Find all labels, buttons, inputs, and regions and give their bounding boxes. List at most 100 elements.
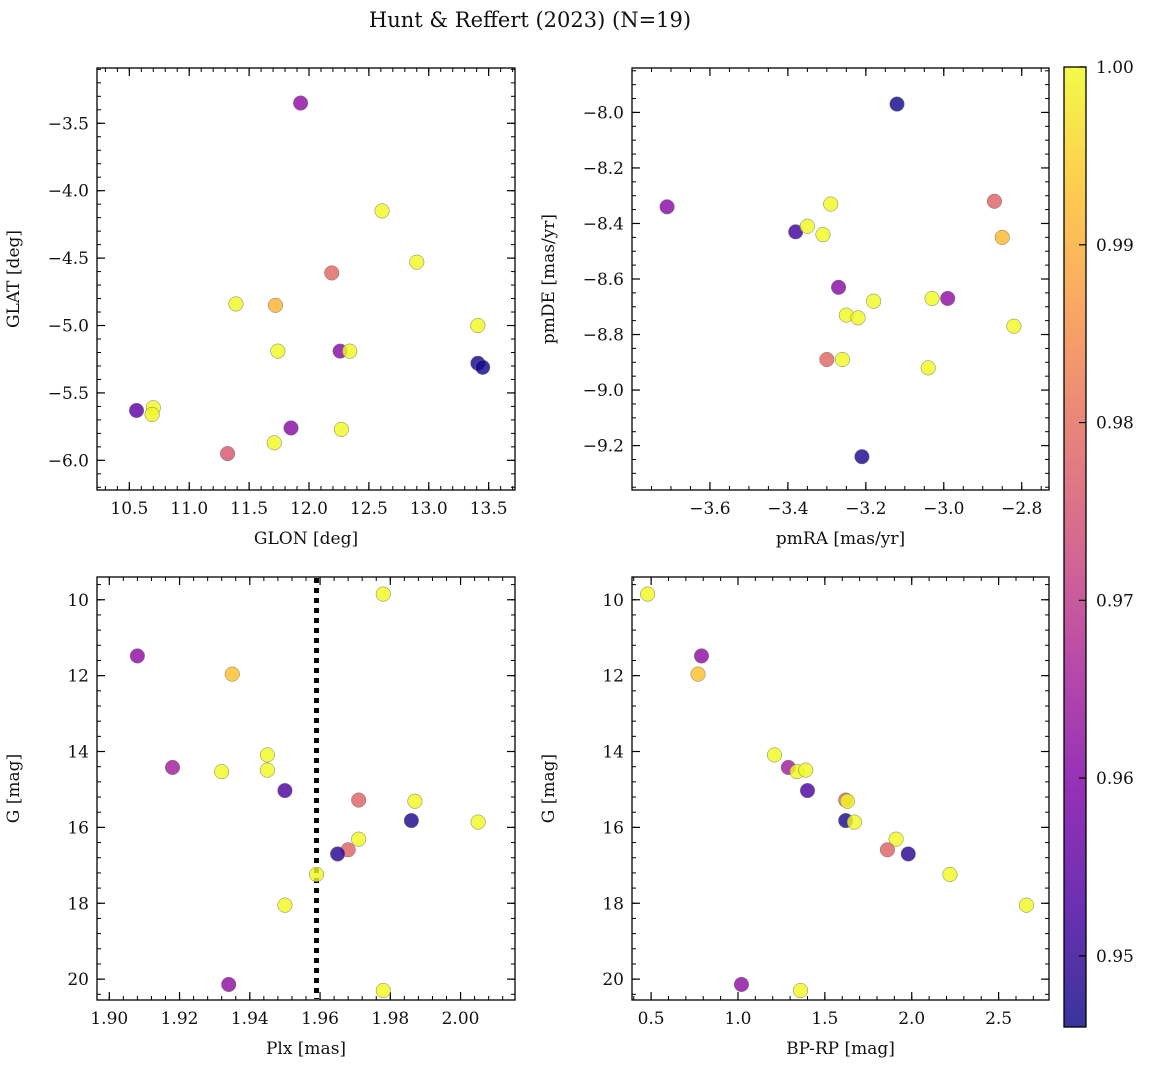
colorbar-tick-label: 0.99 [1096, 236, 1134, 256]
data-point [733, 976, 750, 992]
y-tick-label: −4.0 [48, 182, 89, 202]
x-tick-label: 12.0 [290, 499, 328, 519]
y-tick-label: 10 [67, 591, 89, 611]
x-tick-label: 1.90 [90, 1009, 128, 1029]
x-tick-label: 1.98 [371, 1009, 409, 1029]
data-point [799, 218, 815, 234]
colorbar: 0.95 0.96 0.97 0.98 0.99 1.00 [1063, 58, 1134, 1028]
data-point [834, 351, 850, 368]
data-point [823, 196, 839, 212]
subplot-3: 1.90 1.92 1.94 1.96 1.98 2.00 10 12 14 16 18 20 Plx … [4, 576, 516, 1059]
y-tick-label: −3.5 [48, 114, 89, 134]
major-ticks [632, 577, 1049, 1000]
y-tick-label: 10 [602, 591, 624, 611]
subplot-4: 0.5 1.0 1.5 2.0 2.5 10 12 14 16 18 20 BP-RP [mag] G … [539, 576, 1050, 1059]
figure-title: Hunt & Reffert (2023) (N=19) [369, 8, 691, 32]
colorbar-gradient [1063, 66, 1087, 1028]
data-point [866, 293, 882, 309]
data-point [283, 420, 299, 436]
x-tick-label: 10.5 [110, 499, 148, 519]
subplot-2: −3.6 −3.4 −3.2 −3.0 −2.8 −9.2 −9.0 −8.8 −8.6 −8.4… [539, 67, 1050, 549]
data-point [351, 792, 367, 808]
data-point [228, 296, 244, 312]
data-point [164, 759, 181, 775]
y-tick-label: 12 [602, 667, 624, 687]
y-tick-label: −4.5 [48, 249, 89, 269]
minor-ticks [632, 577, 1049, 1000]
y-axis-label: pmDE [mas/yr] [539, 214, 559, 344]
major-ticks [97, 68, 515, 490]
x-axis-label: pmRA [mas/yr] [776, 529, 905, 549]
data-point [342, 343, 358, 359]
data-point [819, 351, 835, 368]
x-tick-label: −3.4 [767, 499, 808, 519]
y-tick-label: −8.2 [583, 159, 624, 179]
data-point [470, 317, 486, 334]
x-tick-label: 11.5 [230, 499, 268, 519]
axes-frame [631, 576, 1050, 1001]
data-point [475, 359, 491, 375]
data-point [293, 95, 309, 111]
colorbar-tick-label: 0.95 [1096, 947, 1134, 967]
y-tick-label: −6.0 [48, 451, 89, 471]
data-point [850, 310, 866, 326]
x-tick-label: 1.96 [301, 1009, 339, 1029]
x-tick-label: −3.2 [845, 499, 886, 519]
y-tick-label: −5.5 [48, 384, 89, 404]
data-point [324, 265, 340, 281]
data-point [940, 290, 956, 306]
subplot-1: 10.5 11.0 11.5 12.0 12.5 13.0 13.5 −6.0 −5.5 −5.0… [4, 67, 516, 549]
plots: 10.5 11.0 11.5 12.0 12.5 13.0 13.5 −6.0 −5.5 −5.0… [4, 67, 1050, 1059]
data-point [942, 866, 958, 882]
data-point [333, 421, 349, 437]
y-tick-label: −8.0 [583, 103, 624, 123]
x-tick-label: −2.8 [1001, 499, 1042, 519]
data-point [214, 764, 230, 780]
colorbar-tick-label: 0.97 [1096, 591, 1134, 611]
x-tick-label: 1.0 [724, 1009, 751, 1029]
x-tick-label: 2.0 [898, 1009, 925, 1029]
y-axis-label: G [mag] [4, 754, 24, 823]
data-point [375, 982, 391, 999]
y-tick-label: 16 [602, 818, 624, 838]
data-point [994, 229, 1010, 245]
data-point [330, 846, 346, 862]
y-tick-label: 20 [67, 970, 89, 990]
data-point [407, 793, 423, 809]
x-tick-label: 1.5 [811, 1009, 838, 1029]
x-axis-label: Plx [mas] [266, 1039, 346, 1059]
data-point [920, 360, 936, 376]
major-ticks [632, 68, 1049, 490]
data-point [1006, 318, 1022, 334]
data-point [144, 406, 160, 423]
y-tick-label: 20 [602, 970, 624, 990]
data-point [308, 866, 325, 882]
x-tick-label: 13.0 [410, 499, 448, 519]
colorbar-tick-label: 0.96 [1096, 769, 1134, 789]
x-tick-label: 12.5 [350, 499, 388, 519]
data-point [259, 747, 275, 763]
y-axis-label: G [mag] [539, 754, 559, 823]
major-ticks [97, 577, 515, 1000]
x-tick-label: 2.5 [985, 1009, 1012, 1029]
y-tick-label: −9.0 [583, 381, 624, 401]
data-point [270, 343, 286, 359]
x-tick-label: 0.5 [638, 1009, 665, 1029]
y-tick-label: −8.4 [583, 214, 624, 234]
x-tick-label: 2.00 [442, 1009, 480, 1029]
x-tick-label: −3.0 [923, 499, 964, 519]
x-axis-label: GLON [deg] [254, 529, 358, 549]
data-point [351, 831, 367, 847]
x-tick-label: −3.6 [689, 499, 730, 519]
data-point [766, 747, 783, 763]
colorbar-tick-label: 0.98 [1096, 414, 1134, 434]
y-tick-label: −5.0 [48, 317, 89, 337]
minor-ticks [631, 68, 1049, 490]
data-point [792, 982, 809, 999]
y-tick-label: 18 [602, 894, 624, 914]
data-point [224, 666, 240, 682]
data-point [1018, 897, 1034, 913]
data-point [815, 227, 831, 243]
y-tick-label: −8.8 [583, 326, 624, 346]
axes-frame [96, 576, 516, 1001]
